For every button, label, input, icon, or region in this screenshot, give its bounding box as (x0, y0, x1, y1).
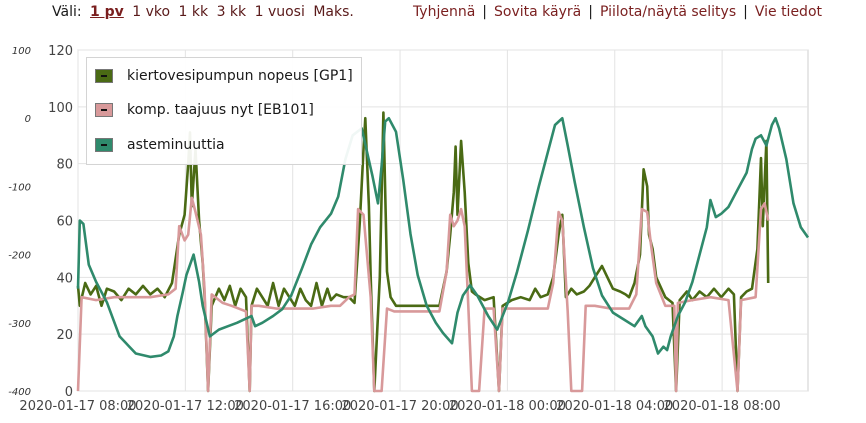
range-label: Väli: (52, 4, 82, 20)
legend-item-gp1[interactable]: kiertovesipumpun nopeus [GP1] (95, 66, 353, 86)
legend-label-eb101: komp. taajuus nyt [EB101] (127, 102, 314, 118)
range-option-1vuosi[interactable]: 1 vuosi (254, 4, 305, 20)
chart-actions: Tyhjennä | Sovita käyrä | Piilota/näytä seli… (413, 4, 822, 20)
separator: | (743, 4, 748, 20)
clear-link[interactable]: Tyhjennä (412, 4, 476, 20)
y-right-tick-label: -100 (8, 182, 31, 193)
y-right-tick-label: -300 (8, 319, 31, 330)
y-left-tick-label: 100 (48, 101, 73, 116)
range-option-1kk[interactable]: 1 kk (178, 4, 209, 20)
x-tick-label: 2020-01-17 20:00 (341, 399, 458, 414)
y-left-tick-label: 60 (56, 215, 73, 230)
legend-label-asteminuuttia: asteminuuttia (127, 137, 225, 153)
x-tick-label: 2020-01-18 00:00 (449, 399, 566, 414)
y-left-tick-label: 20 (56, 328, 73, 343)
y-right-tick-label: 100 (12, 46, 31, 57)
fit-curve-link[interactable]: Sovita käyrä (494, 4, 582, 20)
y-left-tick-label: 120 (48, 44, 73, 59)
legend-swatch-asteminuuttia (95, 138, 113, 152)
series-line-asteminuuttia (76, 116, 810, 359)
separator: | (588, 4, 593, 20)
y-left-tick-label: 40 (56, 271, 73, 286)
legend-swatch-eb101 (95, 103, 113, 117)
x-tick-label: 2020-01-17 16:00 (234, 399, 351, 414)
legend-item-eb101[interactable]: komp. taajuus nyt [EB101] (95, 100, 314, 120)
legend-swatch-gp1 (95, 69, 113, 83)
y-left-tick-label: 80 (56, 158, 73, 173)
range-option-3kk[interactable]: 3 kk (216, 4, 247, 20)
series-line-eb101 (76, 196, 770, 393)
legend-item-asteminuuttia[interactable]: asteminuuttia (95, 135, 225, 155)
x-tick-label: 2020-01-17 08:00 (19, 399, 136, 414)
export-data-link[interactable]: Vie tiedot (754, 4, 822, 20)
y-right-tick-label: -200 (8, 251, 31, 262)
y-right-tick-label: -400 (8, 387, 31, 398)
x-tick-label: 2020-01-18 04:00 (556, 399, 673, 414)
range-option-maks[interactable]: Maks. (313, 4, 354, 20)
toolbar: Väli: 1 pv 1 vko 1 kk 3 kk 1 vuosi Maks.… (0, 0, 866, 24)
range-selector: Väli: 1 pv 1 vko 1 kk 3 kk 1 vuosi Maks. (52, 4, 358, 20)
x-tick-label: 2020-01-18 08:00 (664, 399, 781, 414)
y-left-tick-label: 0 (65, 385, 73, 400)
toggle-legend-link[interactable]: Piilota/näytä selitys (599, 4, 737, 20)
range-option-1vko[interactable]: 1 vko (132, 4, 171, 20)
legend-label-gp1: kiertovesipumpun nopeus [GP1] (127, 68, 353, 84)
range-option-1pv[interactable]: 1 pv (90, 4, 124, 20)
x-tick-label: 2020-01-17 12:00 (127, 399, 244, 414)
separator: | (482, 4, 488, 20)
legend[interactable]: kiertovesipumpun nopeus [GP1] komp. taaj… (86, 57, 362, 165)
y-right-tick-label: 0 (25, 114, 31, 125)
